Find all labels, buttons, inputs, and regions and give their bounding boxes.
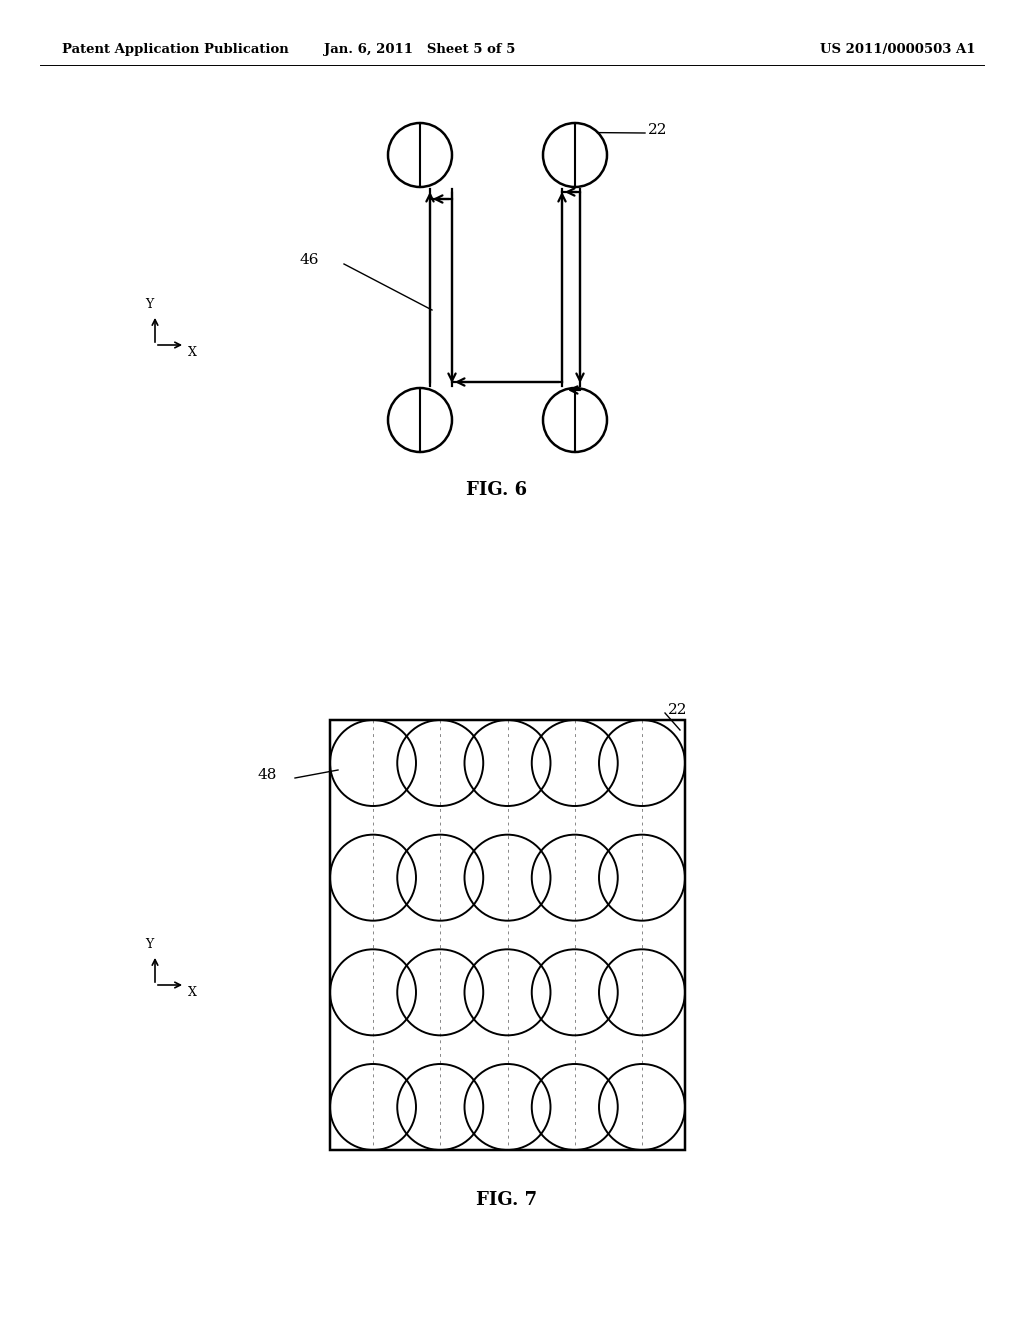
Text: 48: 48 xyxy=(258,768,278,781)
Text: FIG. 6: FIG. 6 xyxy=(467,480,527,499)
Text: X: X xyxy=(188,346,197,359)
Text: FIG. 7: FIG. 7 xyxy=(476,1191,538,1209)
Text: Jan. 6, 2011   Sheet 5 of 5: Jan. 6, 2011 Sheet 5 of 5 xyxy=(325,44,516,57)
Text: US 2011/0000503 A1: US 2011/0000503 A1 xyxy=(820,44,976,57)
Text: Y: Y xyxy=(144,939,154,950)
Text: 46: 46 xyxy=(300,253,319,267)
Text: Patent Application Publication: Patent Application Publication xyxy=(62,44,289,57)
Text: X: X xyxy=(188,986,197,999)
Text: 22: 22 xyxy=(668,704,687,717)
Text: 22: 22 xyxy=(648,123,668,137)
Text: Y: Y xyxy=(144,298,154,312)
